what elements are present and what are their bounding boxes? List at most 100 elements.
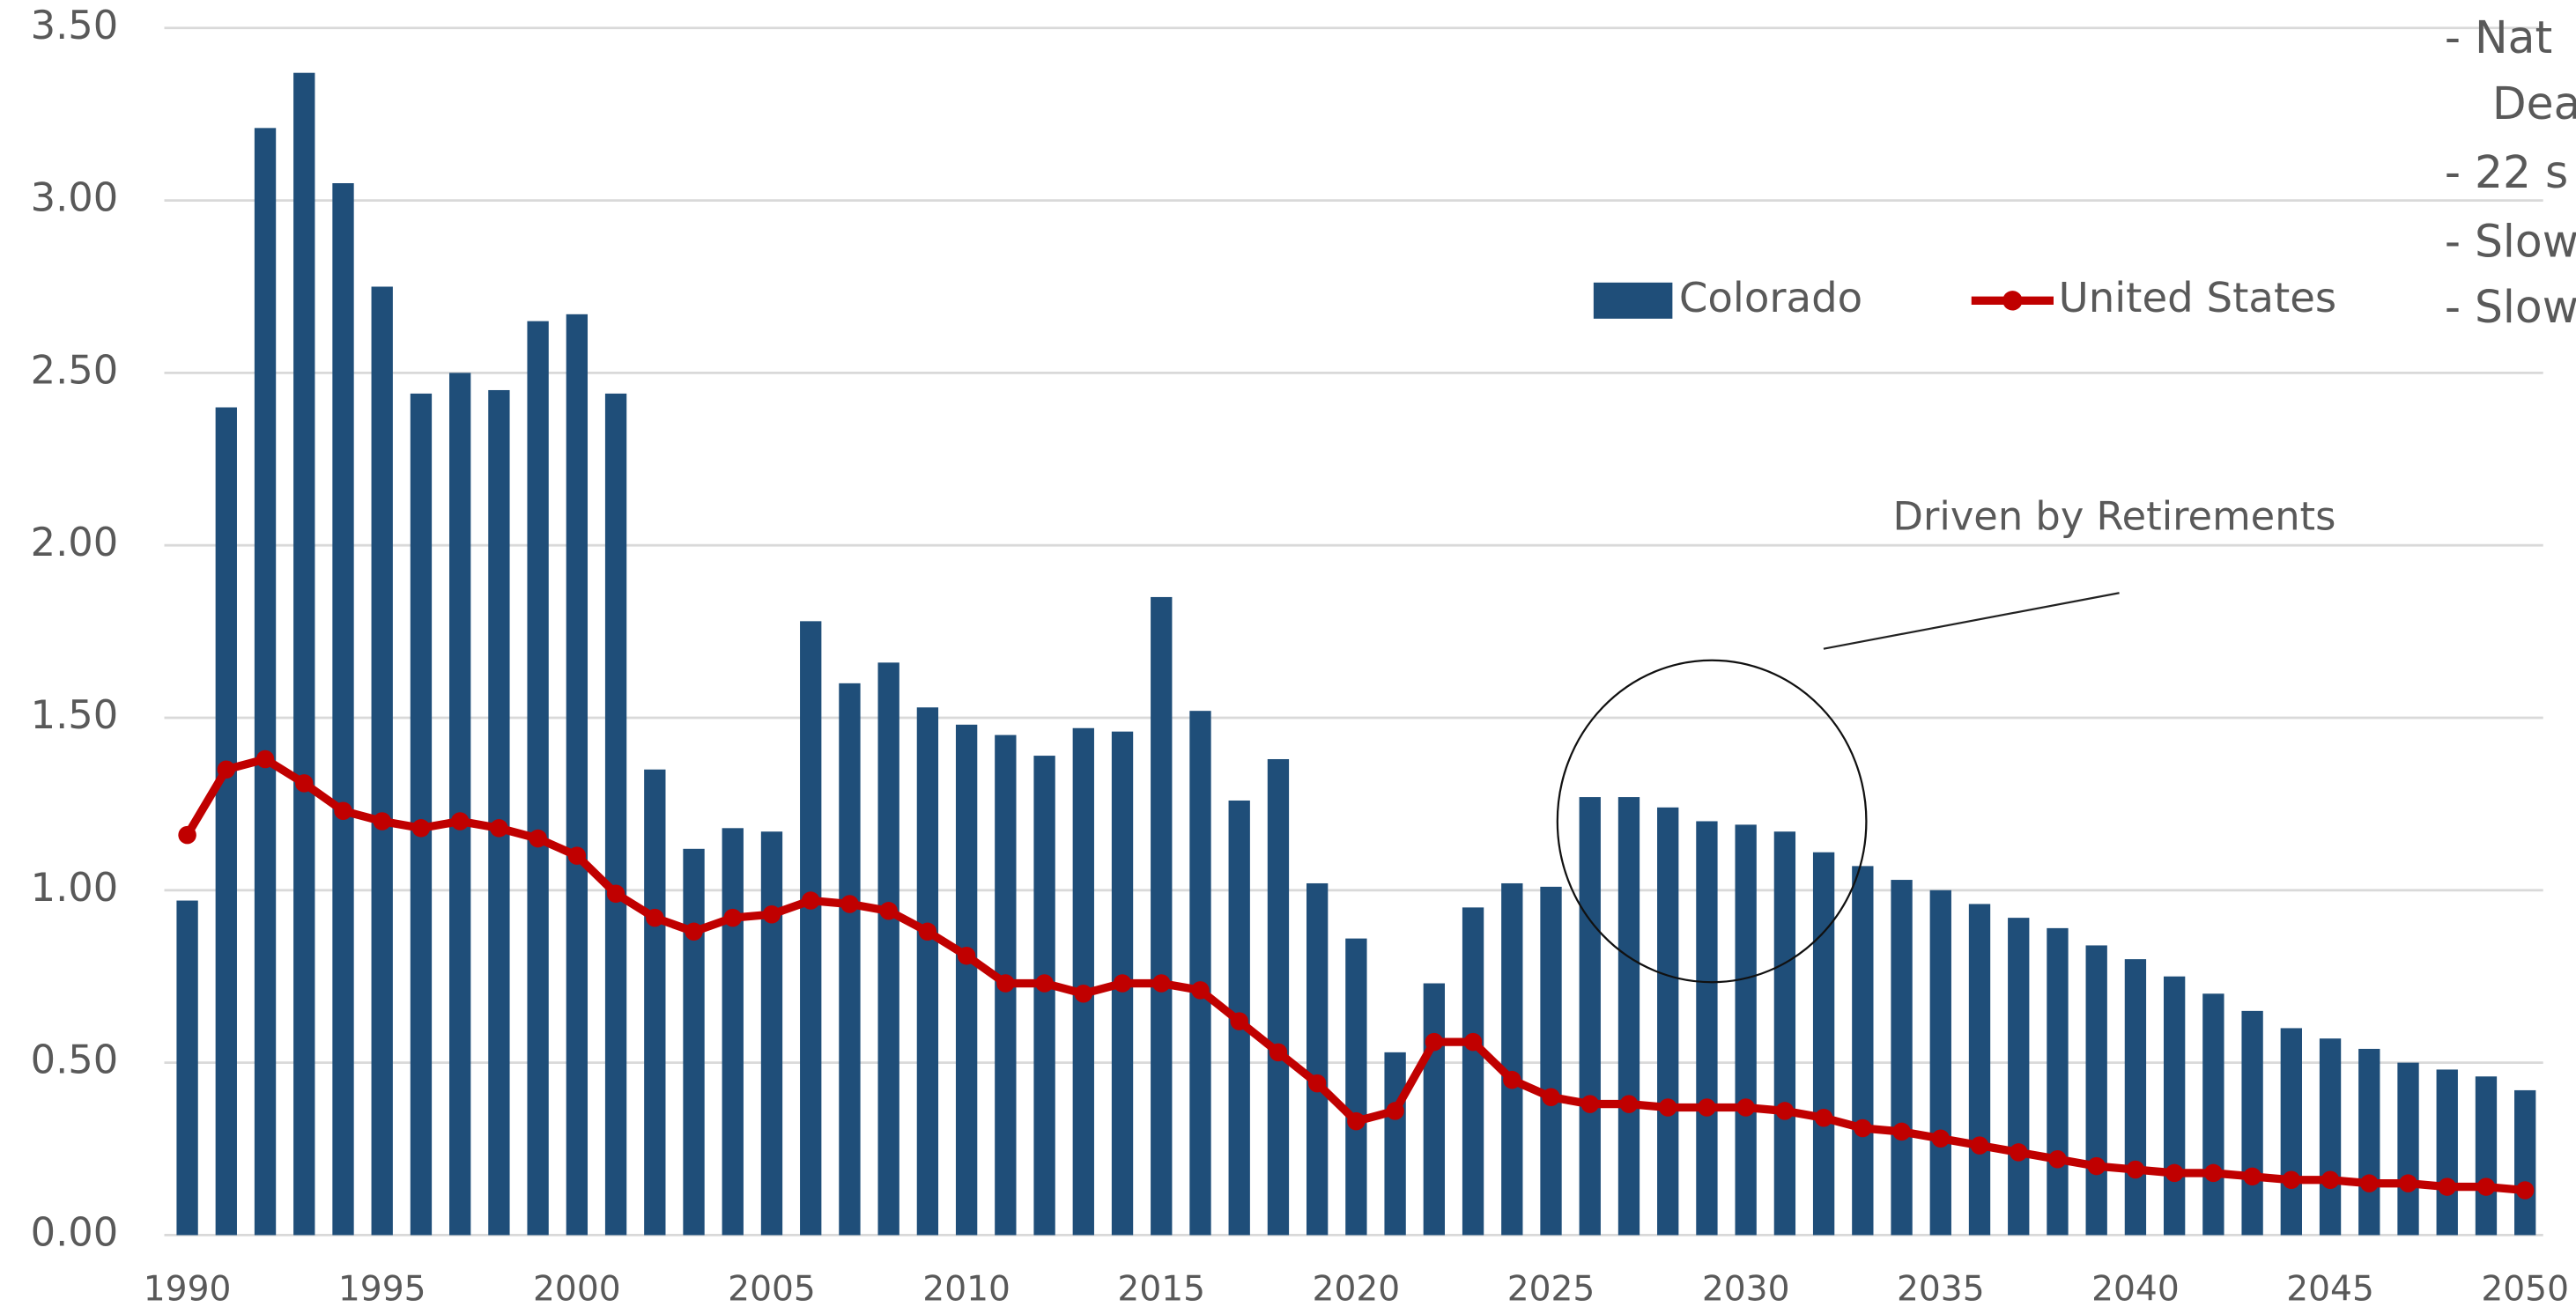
line-point: [2165, 1163, 2184, 1183]
bar: [488, 389, 510, 1236]
bar: [1735, 824, 1757, 1236]
bar: [1812, 852, 1835, 1236]
bar: [293, 72, 315, 1236]
line-point: [178, 825, 196, 845]
line-point: [1035, 974, 1054, 993]
x-tick-label: 2040: [2091, 1269, 2180, 1309]
line-point: [1580, 1095, 1600, 1113]
line-point: [1425, 1032, 1444, 1052]
bar: [1151, 596, 1173, 1236]
line-point: [567, 846, 587, 865]
annotation-circle: [1556, 659, 1868, 984]
x-tick-label: 2025: [1507, 1269, 1595, 1309]
line-point: [1698, 1098, 1716, 1117]
side-note: - Slow: [2445, 215, 2576, 267]
x-tick-label: 2045: [2286, 1269, 2374, 1309]
bar: [1384, 1052, 1406, 1236]
legend-swatch: [1593, 282, 1673, 319]
line-point: [918, 922, 937, 941]
y-tick-label: 2.00: [31, 519, 119, 565]
line-point: [1074, 985, 1093, 1003]
bar: [1696, 821, 1718, 1236]
bar: [1033, 756, 1055, 1236]
line-point: [762, 904, 781, 924]
line-point: [2009, 1143, 2028, 1162]
bar: [1929, 890, 1951, 1236]
line-point: [646, 908, 664, 927]
bar: [1189, 711, 1211, 1236]
bar: [604, 393, 627, 1236]
bar: [215, 407, 237, 1236]
x-tick-label: 2050: [2481, 1269, 2569, 1309]
bar: [1501, 882, 1523, 1236]
bar: [254, 128, 277, 1236]
line-point: [373, 812, 391, 830]
line-point: [606, 884, 625, 903]
line-point: [840, 895, 859, 913]
x-tick-label: 2000: [533, 1269, 621, 1309]
bar: [1773, 831, 1796, 1236]
line-point: [2321, 1170, 2340, 1190]
bar: [371, 286, 393, 1236]
y-tick-label: 3.50: [31, 2, 119, 48]
line-point: [450, 812, 470, 830]
line-point: [2438, 1177, 2456, 1196]
line-point: [1347, 1111, 1366, 1131]
annotation-pointer: [1823, 592, 2120, 650]
line-point: [217, 760, 236, 779]
bar: [410, 393, 433, 1236]
bar: [2202, 993, 2224, 1236]
y-tick-label: 2.50: [31, 346, 119, 393]
legend-label: Colorado: [1679, 274, 1862, 321]
line-point: [295, 774, 314, 793]
side-note: - Nat: [2445, 11, 2552, 63]
line-point: [801, 891, 820, 910]
bar: [1306, 882, 1329, 1236]
bar: [1462, 907, 1484, 1236]
line-point: [1386, 1102, 1404, 1120]
bar: [2358, 1048, 2380, 1236]
bar: [2163, 976, 2186, 1236]
x-tick-label: 2015: [1117, 1269, 1205, 1309]
y-tick-label: 0.00: [31, 1208, 119, 1255]
legend-label: United States: [2059, 274, 2337, 321]
bar: [1423, 983, 1446, 1236]
bar: [1968, 904, 1991, 1236]
x-tick-label: 2035: [1897, 1269, 1985, 1309]
line-point: [2048, 1149, 2067, 1169]
marks: [176, 72, 2536, 1236]
bar: [1267, 758, 1290, 1236]
line-point: [996, 974, 1015, 993]
bar: [2241, 1010, 2263, 1236]
line-point: [2126, 1160, 2145, 1179]
y-tick-label: 0.50: [31, 1037, 119, 1083]
line-point: [1230, 1012, 1248, 1030]
line-point: [1736, 1098, 1755, 1117]
bar: [877, 662, 899, 1236]
x-tick-label: 1990: [144, 1269, 232, 1309]
bar: [2047, 927, 2069, 1236]
y-tick-label: 3.00: [31, 174, 119, 221]
bar: [1072, 727, 1094, 1236]
bar: [2085, 945, 2107, 1236]
grid: [164, 26, 2543, 1236]
line-point: [2476, 1177, 2496, 1196]
bar: [683, 848, 705, 1236]
bar: [1579, 797, 1601, 1236]
bar: [1657, 807, 1679, 1236]
line-point: [1970, 1136, 1989, 1155]
line-point: [1113, 974, 1132, 993]
line-point: [1542, 1088, 1560, 1107]
line-point: [1269, 1043, 1288, 1062]
bar: [955, 724, 978, 1236]
bar: [176, 900, 198, 1236]
line-point: [1775, 1102, 1795, 1120]
line-point: [2399, 1174, 2417, 1192]
line-point: [411, 819, 431, 838]
x-tick-label: 2020: [1313, 1269, 1401, 1309]
line-point: [334, 801, 352, 820]
bar: [2475, 1076, 2498, 1236]
bar: [1345, 938, 1367, 1236]
